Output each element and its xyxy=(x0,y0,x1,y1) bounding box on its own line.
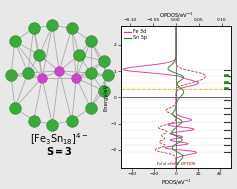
Text: $\mathbf{S = 3}$: $\mathbf{S = 3}$ xyxy=(46,145,73,157)
X-axis label: OPDOS/eV$^{-1}$: OPDOS/eV$^{-1}$ xyxy=(159,10,193,20)
Text: $[\mathrm{Fe_3Sn_{18}}]^{4-}$: $[\mathrm{Fe_3Sn_{18}}]^{4-}$ xyxy=(30,131,88,147)
Legend: Fe 3d, Sn 5p: Fe 3d, Sn 5p xyxy=(123,29,147,41)
Y-axis label: Energy/eV: Energy/eV xyxy=(104,84,109,111)
X-axis label: PDOS/eV$^{-1}$: PDOS/eV$^{-1}$ xyxy=(161,178,191,187)
Text: Fe(d)$\times$Fe(d) OPDOS: Fe(d)$\times$Fe(d) OPDOS xyxy=(156,160,196,167)
